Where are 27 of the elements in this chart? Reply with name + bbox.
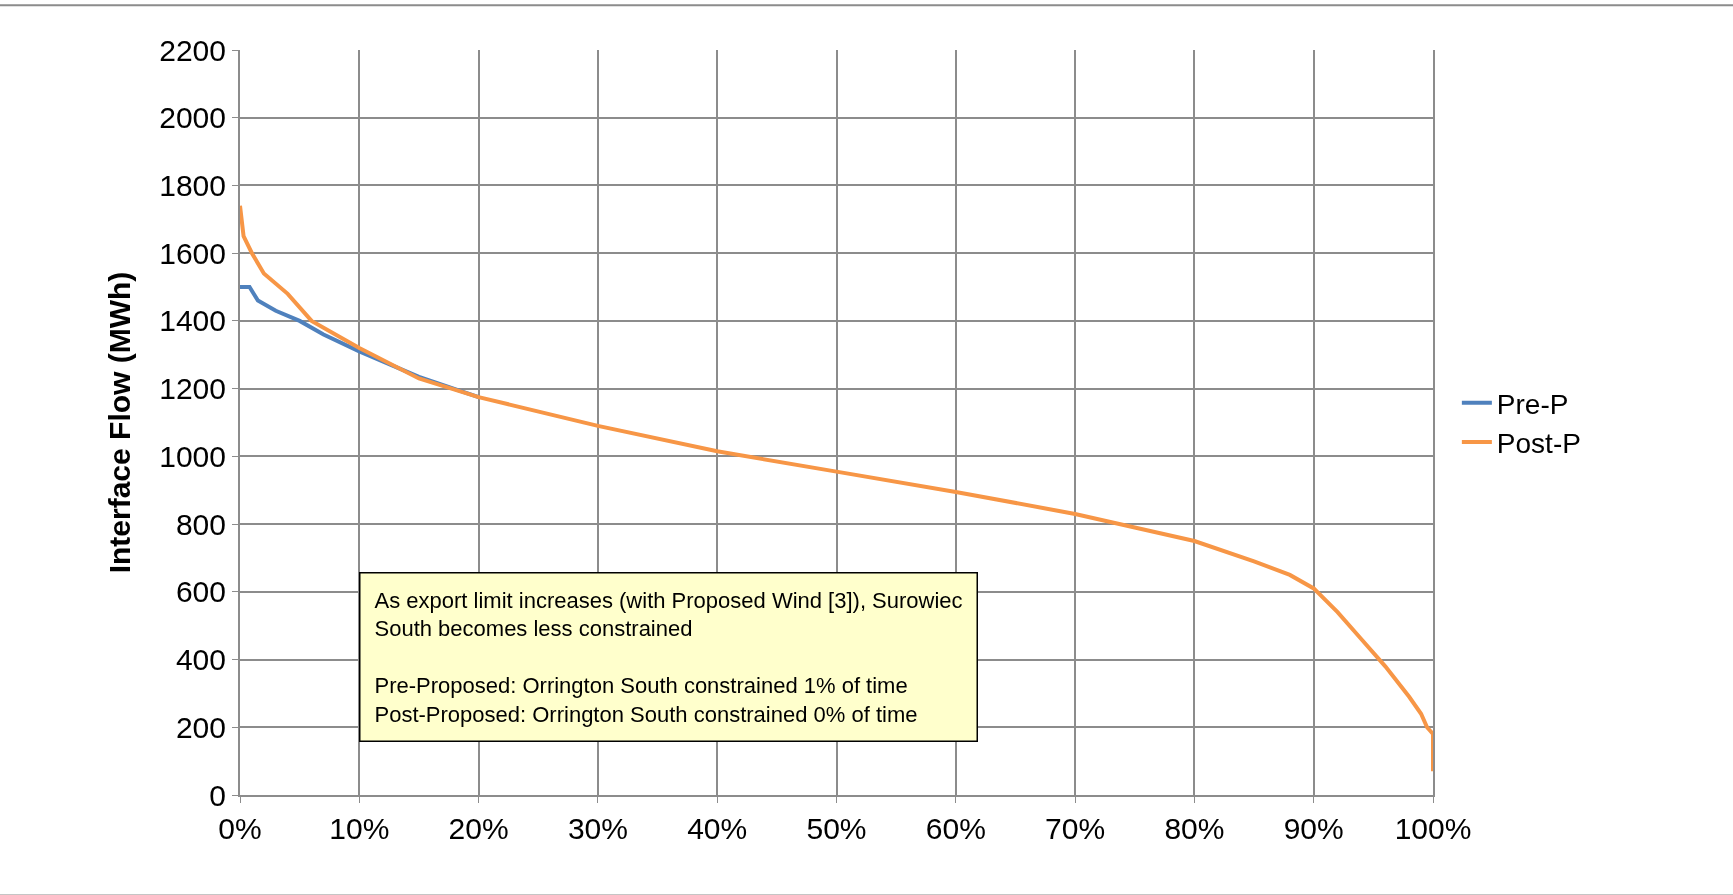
text: As export limit increases (with Proposed Wind [3]), Surowiec South becomes less constrained Pre-Proposed: Orrington South constrained 1% of time Post-Proposed: Orrington South constrained 0% of time [374,587,963,727]
legend-label: Pre-P [1496,388,1569,420]
y-axis-title: Interface Flow (MWh) [102,271,136,574]
x-tick-label: 10% [329,812,390,845]
x-tick-label: 0% [218,812,262,845]
legend-label: Post-P [1496,428,1581,460]
x-tick-label: 20% [448,812,509,845]
y-tick-label: 1400 [159,304,226,338]
x-tick-label: 40% [687,812,748,845]
x-tick-label: 30% [567,812,628,845]
y-tick-label: 800 [175,507,226,541]
x-tick-label: 80% [1164,812,1225,845]
x-tick-label: 60% [925,812,986,845]
y-tick-label: 600 [175,575,226,609]
y-tick-label: 2200 [159,33,226,67]
x-tick-label: 90% [1283,812,1344,845]
y-tick-label: 1800 [159,168,226,202]
y-tick-label: 2000 [159,101,226,135]
x-tick-label: 50% [806,812,867,845]
y-tick-label: 400 [175,643,226,677]
y-tick-label: 1200 [159,372,226,406]
x-tick-label: 100% [1394,812,1472,845]
y-tick-label: 0 [209,778,226,812]
y-tick-label: 200 [175,710,226,744]
y-tick-label: 1600 [159,236,226,270]
x-tick-label: 70% [1045,812,1106,845]
y-tick-label: 1000 [159,439,226,473]
